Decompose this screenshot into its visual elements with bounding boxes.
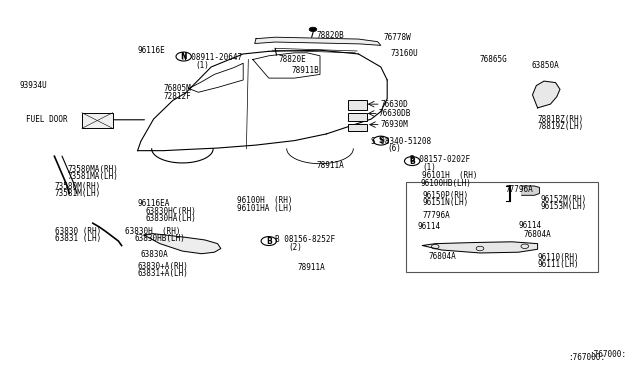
- Text: B: B: [410, 157, 415, 166]
- Text: 76804A: 76804A: [524, 230, 551, 239]
- Text: FUEL DOOR: FUEL DOOR: [26, 115, 67, 124]
- Text: 96111(LH): 96111(LH): [538, 260, 579, 269]
- Text: (2): (2): [288, 243, 302, 252]
- Polygon shape: [255, 37, 381, 45]
- Text: 63830HC(RH): 63830HC(RH): [146, 207, 196, 216]
- Circle shape: [309, 27, 317, 32]
- Text: 73581M(LH): 73581M(LH): [54, 189, 100, 198]
- Text: 96114: 96114: [518, 221, 541, 230]
- Text: 96101H  (RH): 96101H (RH): [422, 171, 478, 180]
- Text: 63830H  (RH): 63830H (RH): [125, 227, 181, 236]
- Bar: [82, 113, 113, 128]
- Text: S 08340-51208: S 08340-51208: [371, 137, 431, 146]
- Text: 78820B: 78820B: [317, 31, 344, 40]
- Text: 73580MA(RH): 73580MA(RH): [67, 165, 118, 174]
- Bar: [348, 124, 367, 131]
- Text: 63830A: 63830A: [141, 250, 168, 259]
- Text: 63831 (LH): 63831 (LH): [55, 234, 101, 243]
- Text: S: S: [378, 136, 383, 145]
- Text: 93934U: 93934U: [19, 81, 47, 90]
- Text: 96110(RH): 96110(RH): [538, 253, 579, 262]
- Bar: [406, 182, 598, 272]
- Text: 63831+A(LH): 63831+A(LH): [138, 269, 188, 278]
- Text: 96153M(LH): 96153M(LH): [541, 202, 587, 211]
- Text: 96101HA (LH): 96101HA (LH): [237, 204, 292, 213]
- Text: 63830+A(RH): 63830+A(RH): [138, 262, 188, 271]
- Text: 73581MA(LH): 73581MA(LH): [67, 172, 118, 181]
- Text: 63850A: 63850A: [531, 61, 559, 70]
- Text: 96116E: 96116E: [138, 46, 165, 55]
- Text: (1): (1): [195, 61, 209, 70]
- Text: :767000:: :767000:: [568, 353, 605, 362]
- Text: 96116EA: 96116EA: [138, 199, 170, 208]
- Text: 73580M(RH): 73580M(RH): [54, 182, 100, 190]
- Text: 63830 (RH): 63830 (RH): [55, 227, 101, 236]
- Text: 96150P(RH): 96150P(RH): [422, 191, 468, 200]
- Text: 77796A: 77796A: [506, 185, 533, 194]
- Text: 63830HA(LH): 63830HA(LH): [146, 214, 196, 223]
- Text: B 08157-0202F: B 08157-0202F: [410, 155, 470, 164]
- Text: 96100HB(LH): 96100HB(LH): [420, 179, 471, 187]
- Bar: [348, 100, 367, 110]
- Text: 72812F: 72812F: [163, 92, 191, 101]
- Text: :767000:: :767000:: [589, 350, 626, 359]
- Text: 76778W: 76778W: [384, 33, 412, 42]
- Text: N: N: [180, 52, 187, 61]
- Text: B: B: [266, 237, 271, 246]
- Text: 77796A: 77796A: [422, 211, 450, 220]
- Polygon shape: [522, 186, 540, 195]
- Text: 78820E: 78820E: [278, 55, 306, 64]
- Bar: [348, 113, 367, 121]
- Text: 73160U: 73160U: [390, 49, 418, 58]
- Text: 78911A: 78911A: [317, 161, 344, 170]
- Text: N 08911-20647: N 08911-20647: [182, 53, 243, 62]
- Text: 96151N(LH): 96151N(LH): [422, 198, 468, 207]
- Text: 78911B: 78911B: [291, 66, 319, 75]
- Text: (6): (6): [387, 144, 401, 153]
- Text: 76930M: 76930M: [381, 120, 408, 129]
- Text: 78911A: 78911A: [298, 263, 325, 272]
- Text: 76630D: 76630D: [381, 100, 408, 109]
- Text: 76805M: 76805M: [163, 84, 191, 93]
- Text: 78819Z(LH): 78819Z(LH): [538, 122, 584, 131]
- Polygon shape: [422, 242, 538, 253]
- Text: B 08156-8252F: B 08156-8252F: [275, 235, 335, 244]
- Text: 76865G: 76865G: [480, 55, 508, 64]
- Text: 63830HB(LH): 63830HB(LH): [134, 234, 185, 243]
- Text: 7881BZ(RH): 7881BZ(RH): [538, 115, 584, 124]
- Polygon shape: [532, 81, 560, 108]
- Text: 76630DB: 76630DB: [379, 109, 412, 118]
- Text: 96100H  (RH): 96100H (RH): [237, 196, 292, 205]
- Text: 96152M(RH): 96152M(RH): [541, 195, 587, 203]
- Text: 76804A: 76804A: [429, 252, 456, 261]
- Polygon shape: [144, 234, 221, 254]
- Text: 96114: 96114: [417, 222, 440, 231]
- Text: (1): (1): [422, 163, 436, 172]
